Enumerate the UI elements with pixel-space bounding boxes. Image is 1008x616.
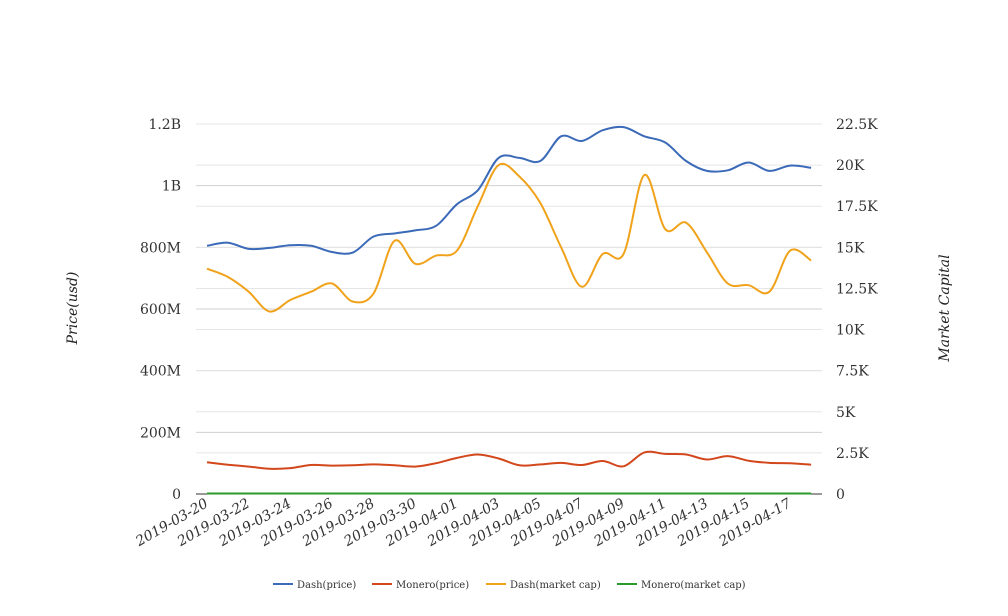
- legend-label: Dash(market cap): [510, 580, 601, 591]
- legend-label: Monero(price): [396, 580, 469, 591]
- y2-tick-label: 0: [836, 487, 845, 503]
- y2-tick-label: 17.5K: [836, 199, 878, 215]
- y-tick-label: 600M: [140, 302, 181, 318]
- y-tick-label: 0: [172, 487, 181, 503]
- y2-tick-label: 7.5K: [836, 364, 869, 380]
- y-tick-label: 1.2B: [148, 117, 181, 133]
- y2-tick-label: 10K: [836, 323, 865, 339]
- series-line-0: [206, 125, 812, 255]
- gridlines: [196, 123, 822, 454]
- y-tick-label: 200M: [140, 425, 181, 441]
- y-axis-title: Price(usd): [65, 272, 81, 346]
- y2-tick-label: 2.5K: [836, 446, 869, 462]
- legend-label: Monero(market cap): [641, 580, 746, 591]
- y2-tick-label: 20K: [836, 158, 865, 174]
- y2-axis-title: Market Capital: [937, 254, 953, 362]
- y2-tick-label: 15K: [836, 240, 865, 256]
- y2-tick-label: 12.5K: [836, 281, 878, 297]
- series-line-1: [206, 450, 812, 470]
- x-axis-ticks: 2019-03-202019-03-222019-03-242019-03-26…: [132, 496, 794, 551]
- legend: Dash(price) Monero(price) Dash(market cap)…: [273, 580, 746, 591]
- legend-label: Dash(price): [297, 580, 356, 591]
- y2-tick-label: 5K: [836, 405, 856, 421]
- y2-tick-label: 22.5K: [836, 117, 878, 133]
- y-tick-label: 800M: [140, 240, 181, 256]
- y-tick-label: 400M: [140, 364, 181, 380]
- y-tick-label: 1B: [162, 179, 181, 195]
- series-line-2: [206, 162, 812, 313]
- series-lines: [206, 125, 812, 495]
- right-axis-ticks: 0 2.5K 5K 7.5K 10K 12.5K 15K 17.5K 20K 22.5K: [836, 117, 878, 503]
- left-axis-ticks: 0 200M 400M 600M 800M 1B 1.2B: [140, 117, 181, 503]
